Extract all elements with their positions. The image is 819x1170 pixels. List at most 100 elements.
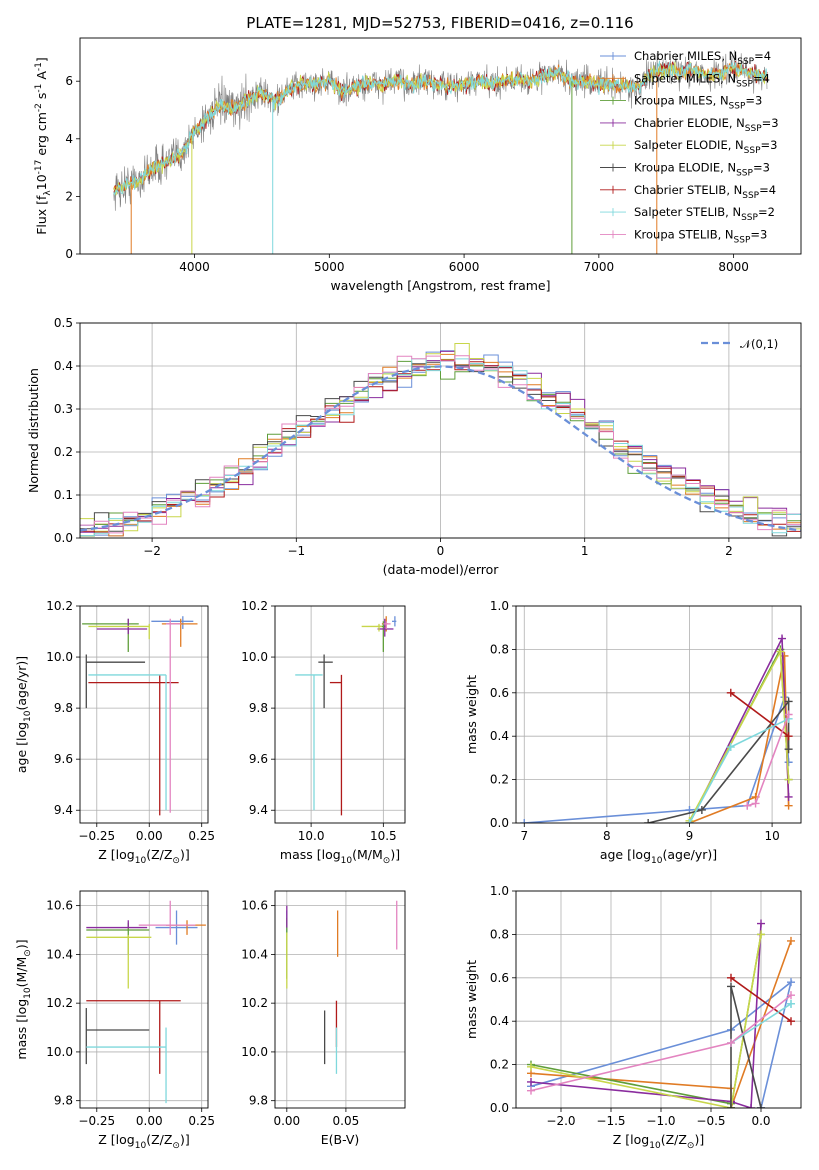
y-tick-label: 10.6 [46,899,73,913]
x-tick-label: 8000 [718,260,749,274]
x-tick-label: 10 [764,829,779,843]
y-tick-label: 1.0 [490,599,509,613]
axes-frame [515,605,802,824]
y-tick-label: 9.8 [249,701,268,715]
axes-age-vs-mass: 10.0 10.5 9.4 9.6 9.8 10.0 10.2 mass [log10(M/M… [241,599,406,866]
weight-marker [776,647,785,656]
y-tick-label: 0.2 [54,445,73,459]
plot-area [85,900,206,1104]
axes-spectrum: 4000 5000 6000 7000 8000 0 2 4 6 wavelength [Angs… [34,37,802,293]
y-tick-label: 10.2 [241,996,268,1010]
plot-area [80,343,801,537]
weight-marker [527,1077,535,1086]
histogram-step [80,355,801,534]
y-axis-label: mass [log10(M/M⊙)] [14,939,33,1059]
normal-curve [80,365,801,532]
weight-marker [727,973,735,982]
plot-area [82,616,198,816]
y-tick-label: 9.4 [54,803,73,817]
weight-marker [743,801,752,810]
y-tick-label: 10.0 [46,1045,73,1059]
plot-area [527,919,795,1108]
legend-label: Kroupa ELODIE, NSSP=3 [634,161,770,179]
axes-frame [79,605,209,824]
legend-label: Kroupa STELIB, NSSP=3 [634,227,767,245]
weight-line [730,692,790,737]
y-tick-label: 10.0 [46,650,73,664]
weight-marker [784,710,793,719]
y-tick-label: 0.8 [490,642,509,656]
y-tick-label: 10.4 [241,947,268,961]
weight-marker [685,819,694,823]
weight-marker [784,775,793,784]
legend-label: Kroupa MILES, NSSP=3 [634,94,762,112]
axes-mass-vs-EBV: 0.00 0.05 9.8 10.0 10.2 10.4 10.6 E(B-V) [241,890,406,1147]
weight-marker [726,688,735,697]
histogram-step [80,360,801,537]
y-tick-label: 10.2 [46,996,73,1010]
x-tick-label: 7000 [584,260,615,274]
weight-marker [787,936,795,945]
x-tick-label: 8 [603,829,611,843]
y-tick-label: 9.6 [249,752,268,766]
axes-frame [274,605,406,824]
y-tick-label: 10.4 [46,947,73,961]
axes-frame [515,890,802,1109]
y-axis-label: Flux [fλ10-17 erg cm-2 s-1 A-1] [34,57,53,235]
y-tick-label: 1.0 [490,884,509,898]
weight-marker [757,930,765,939]
x-axis-label: wavelength [Angstrom, rest frame] [330,278,550,293]
y-tick-label: 9.4 [249,803,268,817]
weight-marker [787,999,795,1008]
x-tick-label: 0.00 [273,1114,300,1128]
weight-line [524,696,790,823]
x-tick-label: 6000 [449,260,480,274]
spectrum-legend: Chabrier MILES, NSSP=4 Salpeter MILES, NS… [600,49,779,245]
y-tick-label: 0.2 [490,1058,509,1072]
y-axis-label: mass weight [464,960,479,1039]
y-tick-label: 0.4 [490,729,509,743]
axes-age-vs-Z: −0.25 0.00 0.25 9.4 9.6 9.8 10.0 10.2 Z [log10(Z… [14,599,215,866]
weight-marker [747,1104,755,1108]
weight-marker [787,991,795,1000]
y-tick-label: 0.4 [54,359,73,373]
weight-marker [727,1038,735,1047]
x-tick-label: 0.0 [751,1114,770,1128]
weight-line [530,923,762,1108]
x-tick-label: 10.5 [370,829,397,843]
legend-label: 𝒩(0,1) [740,337,778,351]
x-tick-label: 2 [725,544,733,558]
axes-residual-distribution: −2 −1 0 1 2 0.0 0.1 0.2 0.3 0.4 0.5 (data-model)/er… [26,316,802,577]
axes-mass-weight-vs-Z: −2.0 −1.5 −1.0 −0.5 0.0 0.0 0.2 0.4 0.6 0.8 1.0 Z [… [464,884,802,1151]
y-tick-label: 0.3 [54,402,73,416]
weight-marker [751,799,760,808]
weight-marker [757,1104,765,1108]
x-tick-label: 4000 [179,260,210,274]
weight-marker [780,651,789,660]
y-tick-label: 0.0 [490,1101,509,1115]
axes-mass-weight-vs-age: 7 8 9 10 0.0 0.2 0.4 0.6 0.8 1.0 age [log10(age/yr… [464,599,802,866]
y-tick-label: 10.0 [241,650,268,664]
y-tick-label: 0.4 [490,1014,509,1028]
y-axis-label: age [log10(age/yr)] [14,656,33,773]
x-axis-label: age [log10(age/yr)] [600,847,717,866]
x-tick-label: −2 [143,544,161,558]
y-tick-label: 10.2 [46,599,73,613]
weight-line [648,699,790,823]
x-axis-label: mass [log10(M/M⊙)] [280,847,400,866]
model-spectrum-line [113,60,768,196]
y-tick-label: 10.2 [241,599,268,613]
weight-line [689,655,790,823]
weight-line [730,977,792,1022]
y-tick-label: 0 [65,247,73,261]
y-tick-label: 0.2 [490,773,509,787]
weight-marker [784,801,793,810]
weight-marker [520,819,529,823]
x-tick-label: −1.5 [596,1114,625,1128]
y-tick-label: 0.1 [54,488,73,502]
x-axis-label: Z [log10(Z/Z⊙)] [613,1132,704,1151]
legend-label: Chabrier MILES, NSSP=4 [634,49,771,67]
y-tick-label: 0.6 [490,686,509,700]
y-tick-label: 6 [65,74,73,88]
